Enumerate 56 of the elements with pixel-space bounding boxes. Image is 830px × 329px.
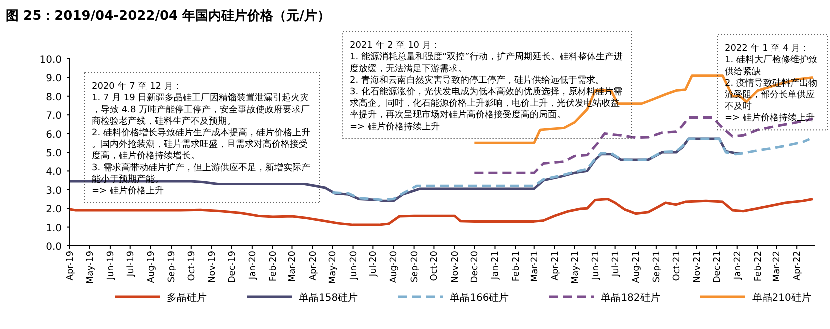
x-tick-label: Feb-21 [512,251,522,282]
x-tick-label: Dec-21 [712,251,723,284]
x-tick-label: Jan-20 [248,250,258,281]
legend-label: 单晶210硅片 [752,292,812,304]
x-tick-label: Mar-20 [288,250,298,282]
x-tick-label: Sep-19 [168,250,178,283]
legend-label: 单晶158硅片 [299,292,358,304]
y-tick-label: 5.0 [46,148,62,160]
line-series [331,138,811,202]
y-tick-label: 2.0 [46,204,62,216]
x-tick-label: Oct-19 [187,250,198,282]
line-series [68,198,814,226]
x-tick-label: Nov-19 [208,250,218,284]
x-tick-label: Aug-21 [632,251,642,284]
legend-label: 单晶182硅片 [601,292,660,304]
x-tick-label: Oct-20 [430,250,440,282]
x-tick-label: Feb-20 [269,250,279,282]
x-tick-label: Jun-20 [349,250,360,281]
x-tick-label: Feb-22 [754,251,764,282]
x-tick-label: Jan-22 [733,251,744,281]
y-tick-label: 7.0 [46,111,62,122]
x-tick-label: Apr-22 [793,251,804,281]
x-tick-label: Oct-21 [672,251,682,282]
x-tick-label: May-21 [570,251,581,284]
x-tick-label: Mar-21 [530,251,540,282]
x-tick-label: Jan-21 [491,251,502,281]
x-tick-label: Mar-22 [772,251,783,282]
y-tick-label: 9.0 [46,74,62,85]
x-tick-label: Aug-19 [146,250,157,284]
x-tick-label: May-19 [86,250,96,284]
x-tick-label: Jul-21 [611,251,622,278]
x-tick-label: Sep-20 [410,250,420,283]
y-tick-label: 1.0 [46,223,62,234]
x-tick-label: Jun-21 [591,251,602,281]
y-tick-label: 6.0 [46,130,62,141]
x-tick-label: Nov-21 [692,251,703,284]
x-tick-label: Aug-20 [390,250,400,284]
x-tick-label: Sep-21 [652,251,662,283]
x-tick-label: Jul-20 [369,250,380,278]
chart-title: 图 25：2019/04-2022/04 年国内硅片价格（元/片） [6,9,330,24]
y-tick-label: 10.0 [40,55,62,66]
x-tick-label: Jul-19 [126,250,136,278]
y-tick-label: 3.0 [46,186,62,197]
legend-label: 多晶硅片 [167,292,207,304]
x-tick-label: Dec-19 [228,250,238,284]
y-tick-label: 0.0 [46,242,62,253]
x-tick-label: Dec-20 [470,250,481,284]
y-tick-label: 4.0 [46,167,62,178]
x-tick-label: Nov-20 [450,250,461,284]
x-tick-label: May-20 [328,250,339,284]
x-tick-label: Apr-19 [66,250,76,281]
legend-label: 单晶166硅片 [450,292,510,304]
y-tick-label: 8.0 [46,92,62,104]
x-tick-label: Apr-21 [550,251,561,281]
x-tick-label: Jun-19 [106,250,116,281]
x-tick-label: Apr-20 [308,250,319,281]
